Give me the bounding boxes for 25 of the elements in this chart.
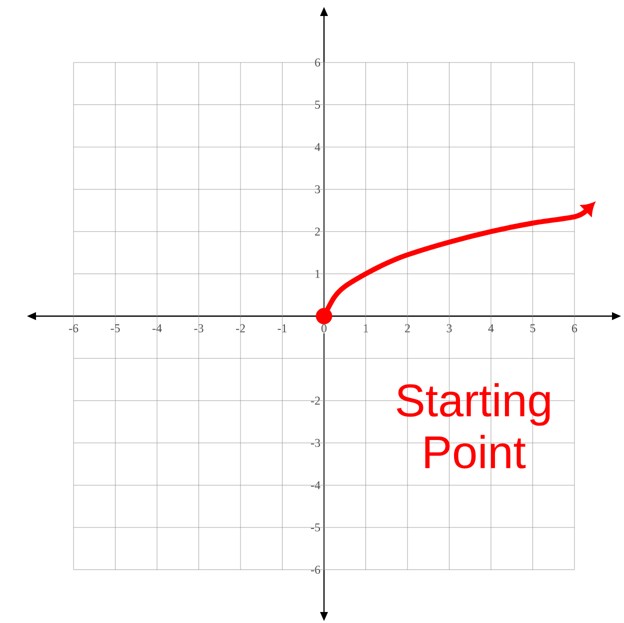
x-tick-label: -6	[69, 324, 78, 332]
y-tick-label: 2	[315, 228, 320, 236]
y-tick-label: -4	[310, 481, 320, 490]
x-tick-label: 6	[572, 324, 578, 332]
y-tick-label: -5	[310, 523, 320, 532]
x-tick-label: -4	[152, 324, 162, 332]
x-tick-label: 1	[364, 324, 368, 332]
x-tick-label: -2	[236, 324, 245, 332]
x-tick-label: -1	[278, 324, 287, 332]
x-tick-label: -5	[110, 324, 120, 332]
y-tick-label: -6	[310, 566, 320, 574]
x-tick-label: 3	[446, 324, 452, 332]
y-tick-label: 5	[315, 100, 320, 109]
x-tick-label: 4	[488, 324, 494, 332]
x-tick-label: 0	[321, 324, 327, 332]
y-tick-label: 3	[315, 185, 320, 194]
y-tick-label: -3	[310, 438, 320, 447]
annotation: Starting Point	[396, 383, 550, 469]
y-tick-label: 6	[315, 58, 320, 66]
x-tick-label: 5	[530, 324, 536, 332]
x-tick-label: -3	[194, 324, 204, 332]
x-tick-label: 2	[405, 324, 410, 332]
y-tick-label: 1	[316, 270, 320, 278]
y-tick-label: 4	[314, 143, 320, 151]
y-tick-label: -2	[310, 396, 320, 405]
